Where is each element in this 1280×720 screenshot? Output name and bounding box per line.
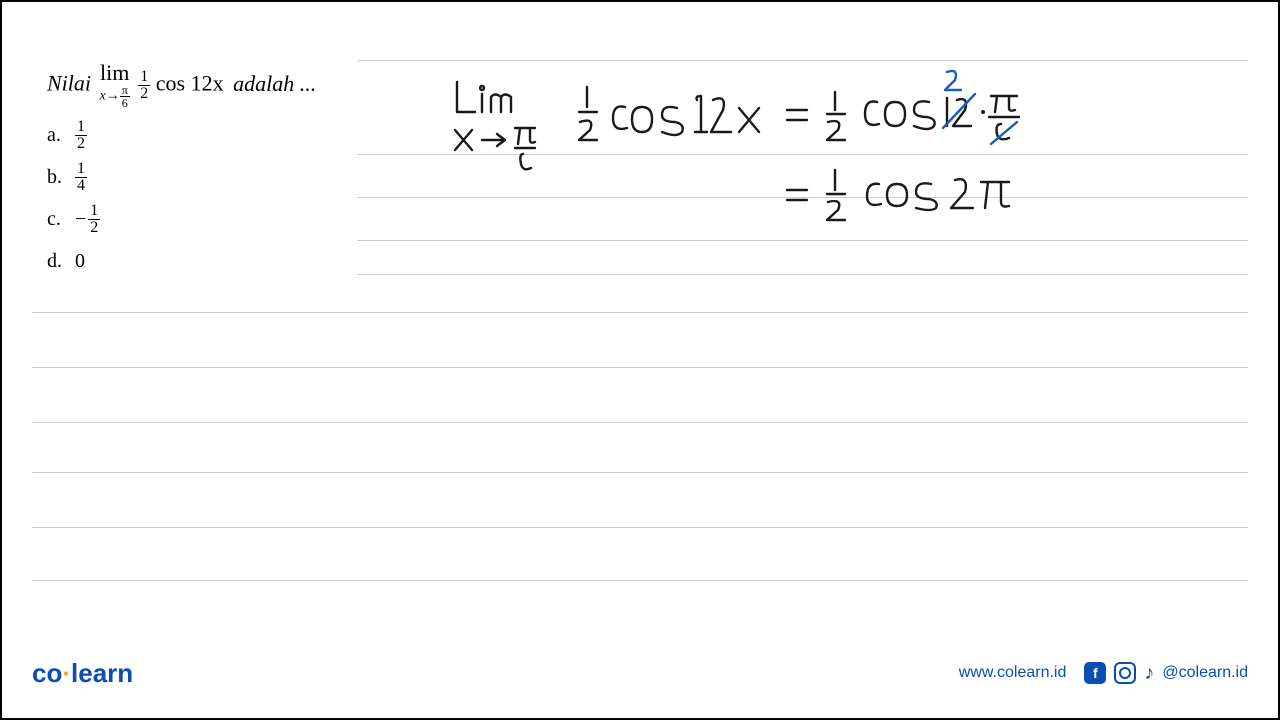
handwriting-svg: [387, 52, 1267, 252]
question-text: Nilai lim x→π6 1 2 cos 12x adalah ...: [47, 62, 316, 109]
lim-label: lim: [100, 62, 130, 84]
option-a-value: 1 2: [75, 119, 87, 152]
option-b: b. 1 4: [47, 156, 100, 198]
worksheet-area: Nilai lim x→π6 1 2 cos 12x adalah ... a.…: [32, 32, 1248, 658]
option-c-value: 1 2: [88, 203, 100, 236]
footer-right: www.colearn.id f ♪ @colearn.id: [959, 662, 1248, 685]
social-icons: f ♪ @colearn.id: [1084, 662, 1248, 685]
tiktok-icon: ♪: [1144, 662, 1154, 685]
question-suffix: adalah ...: [233, 71, 316, 96]
social-handle: @colearn.id: [1162, 664, 1248, 682]
answer-options: a. 1 2 b. 1 4 c. − 1 2 d. 0: [47, 114, 100, 282]
option-a: a. 1 2: [47, 114, 100, 156]
option-d-value: 0: [75, 250, 85, 273]
function-text: cos 12x: [156, 71, 224, 96]
brand-logo: co·learn: [32, 658, 133, 689]
instagram-icon: [1114, 662, 1136, 684]
facebook-icon: f: [1084, 662, 1106, 684]
option-b-value: 1 4: [75, 161, 87, 194]
footer-url: www.colearn.id: [959, 664, 1067, 682]
limit-expression: lim x→π6: [100, 62, 130, 109]
option-d: d. 0: [47, 240, 100, 282]
footer: co·learn www.colearn.id f ♪ @colearn.id: [32, 653, 1248, 693]
coefficient-fraction: 1 2: [138, 69, 150, 102]
question-prefix: Nilai: [47, 71, 91, 96]
option-c: c. − 1 2: [47, 198, 100, 240]
limit-condition: x→π6: [100, 84, 130, 109]
